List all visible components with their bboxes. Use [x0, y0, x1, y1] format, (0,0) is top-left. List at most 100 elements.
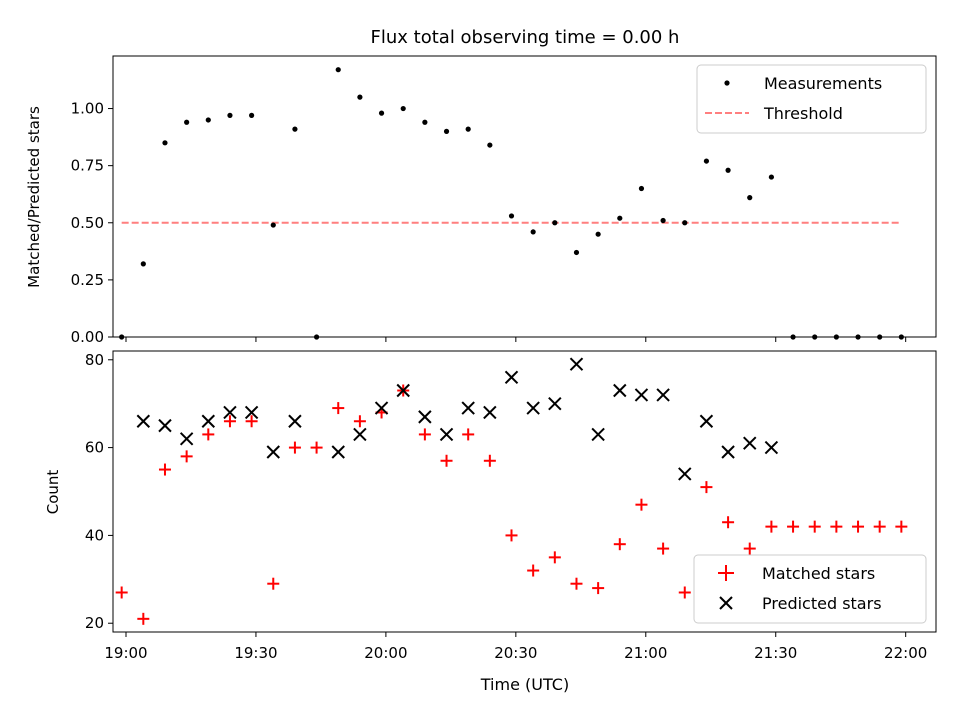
ratio-y-axis-label: Matched/Predicted stars: [25, 106, 43, 288]
measurement-point: [703, 158, 710, 164]
count-x-axis-label: Time (UTC): [480, 675, 569, 694]
measurement-point: [270, 222, 276, 228]
matched-point: [245, 415, 258, 428]
measurement-point: [205, 117, 211, 123]
predicted-point: [223, 405, 237, 420]
matched-point: [267, 577, 280, 590]
predicted-legend-marker: [719, 596, 733, 610]
predicted-point: [483, 405, 497, 420]
matched-point: [700, 481, 713, 494]
matched-point: [787, 520, 800, 533]
matched-point: [678, 586, 691, 599]
matched-point: [527, 564, 540, 577]
predicted-point: [439, 427, 454, 442]
count-x-tick-label: 21:30: [754, 644, 797, 662]
measurement-point: [400, 105, 406, 112]
measurement-point: [768, 174, 775, 180]
measurement-point: [162, 140, 168, 146]
ratio-legend-box: [696, 64, 927, 134]
predicted-point: [548, 396, 562, 411]
measurement-point: [530, 229, 536, 235]
chart-title: Flux total observing time = 0.00 h: [371, 27, 680, 48]
predicted-point: [461, 401, 475, 415]
predicted-point: [721, 445, 735, 459]
matched-point: [852, 520, 865, 533]
measurement-point: [292, 126, 298, 132]
matched-point: [158, 463, 171, 476]
predicted-point: [678, 467, 692, 481]
matched-point: [202, 428, 215, 441]
count-x-tick-label: 21:00: [624, 644, 667, 662]
predicted-point: [179, 432, 194, 446]
count-x-tick-label: 20:00: [364, 644, 407, 662]
matched-point: [895, 520, 908, 533]
matched-point: [353, 415, 366, 428]
measurement-point: [682, 220, 688, 226]
matched-point: [223, 415, 236, 428]
matched-point: [635, 498, 648, 511]
measurement-point: [747, 195, 753, 201]
count-y-tick-label: 20: [85, 614, 104, 632]
predicted-point: [764, 440, 779, 455]
matched-point: [180, 450, 193, 463]
matched-point: [505, 529, 518, 542]
measurement-point: [335, 67, 341, 73]
matched-point: [288, 441, 301, 454]
measurement-point: [552, 220, 558, 226]
matched-point: [310, 441, 323, 454]
predicted-point: [504, 370, 519, 385]
matched-legend-label: Matched stars: [762, 564, 875, 583]
matched-point: [657, 542, 670, 555]
count-x-tick-label: 22:00: [884, 644, 927, 662]
matched-point: [440, 454, 453, 467]
ratio-y-tick-label: 0.50: [71, 214, 104, 232]
matched-point: [462, 428, 475, 441]
count-y-axis-label: Count: [44, 470, 62, 515]
matched-point: [418, 428, 431, 441]
matched-point: [137, 612, 150, 625]
count-x-tick-label: 19:00: [104, 644, 147, 662]
measurement-point: [617, 215, 623, 221]
ratio-x-ticks: [125, 337, 907, 342]
measurement-point: [465, 126, 471, 132]
count-marks: [115, 357, 908, 625]
matched-point: [765, 520, 778, 533]
matched-point: [743, 542, 756, 555]
matched-point: [613, 538, 626, 551]
predicted-point: [266, 445, 280, 459]
matched-point: [483, 454, 496, 467]
matched-point: [115, 586, 128, 599]
predicted-point: [699, 414, 714, 428]
count-x-tick-label: 20:30: [494, 644, 537, 662]
count-x-tick-label: 19:30: [234, 644, 277, 662]
measurement-point: [378, 110, 385, 116]
predicted-point: [743, 436, 757, 450]
count-y-ticks: 20 40 60 80: [85, 351, 113, 632]
measurement-point: [595, 231, 601, 237]
count-y-tick-label: 40: [85, 526, 104, 544]
matched-point: [548, 551, 561, 564]
ratio-y-ticks: 0.00 0.25 0.50 0.75 1.00: [71, 100, 113, 346]
ratio-legend: Measurements Threshold: [696, 64, 927, 134]
count-x-ticks: 19:00 19:30 20:00 20:30 21:00 21:30 22:00: [104, 632, 927, 662]
measurement-point: [140, 261, 146, 267]
predicted-point: [396, 383, 410, 398]
measurement-point: [487, 142, 493, 148]
measurement-point: [508, 213, 515, 219]
predicted-point: [591, 427, 605, 442]
predicted-point: [526, 401, 540, 415]
predicted-point: [136, 414, 151, 428]
predicted-point: [374, 401, 389, 415]
measurement-point: [638, 185, 645, 192]
predicted-point: [634, 388, 649, 402]
ratio-y-tick-label: 0.25: [71, 271, 104, 289]
count-y-tick-label: 60: [85, 439, 104, 457]
matched-point: [808, 520, 821, 533]
predicted-point: [613, 383, 627, 398]
count-y-tick-label: 80: [85, 351, 104, 369]
predicted-point: [158, 418, 172, 433]
ratio-y-tick-label: 1.00: [71, 100, 104, 118]
matched-point: [830, 520, 843, 533]
matched-point: [332, 402, 345, 415]
